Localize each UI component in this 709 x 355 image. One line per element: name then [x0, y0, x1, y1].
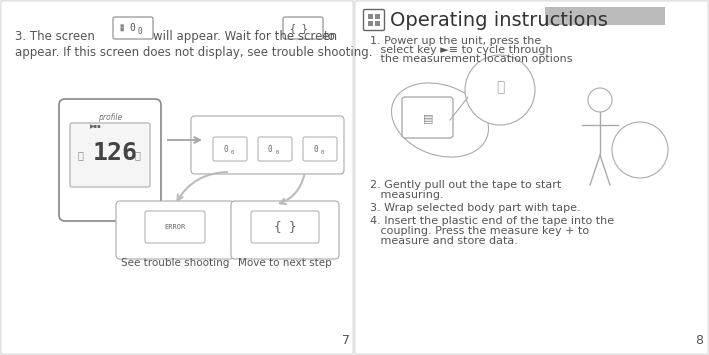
FancyBboxPatch shape — [402, 97, 453, 138]
Text: 0: 0 — [231, 149, 234, 154]
Bar — [375, 14, 380, 19]
Circle shape — [612, 122, 668, 178]
FancyBboxPatch shape — [1, 1, 353, 354]
Bar — [368, 21, 373, 26]
FancyBboxPatch shape — [258, 137, 292, 161]
Bar — [545, 7, 665, 25]
Text: 🚶: 🚶 — [78, 150, 84, 160]
FancyBboxPatch shape — [355, 1, 708, 354]
Text: profile: profile — [98, 113, 122, 121]
Text: coupling. Press the measure key + to: coupling. Press the measure key + to — [370, 226, 589, 236]
Text: 0: 0 — [223, 144, 228, 153]
FancyBboxPatch shape — [113, 17, 153, 39]
FancyBboxPatch shape — [303, 137, 337, 161]
FancyBboxPatch shape — [116, 201, 234, 259]
Text: Move to next step: Move to next step — [238, 258, 332, 268]
Text: 🚶: 🚶 — [135, 150, 141, 160]
Ellipse shape — [391, 83, 489, 157]
Text: 0: 0 — [129, 23, 135, 33]
FancyBboxPatch shape — [145, 211, 205, 243]
Text: 3. Wrap selected body part with tape.: 3. Wrap selected body part with tape. — [370, 203, 581, 213]
Text: measure and store data.: measure and store data. — [370, 236, 518, 246]
Text: 0: 0 — [268, 144, 273, 153]
Text: 3. The screen: 3. The screen — [15, 30, 95, 43]
FancyBboxPatch shape — [59, 99, 161, 221]
Bar — [375, 21, 380, 26]
FancyBboxPatch shape — [213, 137, 247, 161]
Circle shape — [465, 55, 535, 125]
Text: 🎗: 🎗 — [496, 80, 504, 94]
Text: measuring.: measuring. — [370, 190, 444, 200]
Text: the measurement location options: the measurement location options — [370, 54, 572, 64]
Text: appear. If this screen does not display, see trouble shooting.: appear. If this screen does not display,… — [15, 46, 372, 59]
Text: { }: { } — [290, 23, 308, 33]
Text: 🁢: 🁢 — [120, 24, 125, 32]
Circle shape — [588, 88, 612, 112]
FancyBboxPatch shape — [231, 201, 339, 259]
Text: 0: 0 — [313, 144, 318, 153]
Text: 126: 126 — [92, 141, 138, 165]
Text: 0: 0 — [321, 149, 324, 154]
Bar — [368, 14, 373, 19]
Text: 0: 0 — [276, 149, 279, 154]
Text: ERROR: ERROR — [164, 224, 186, 230]
FancyBboxPatch shape — [283, 17, 323, 39]
Text: 2. Gently pull out the tape to start: 2. Gently pull out the tape to start — [370, 180, 562, 190]
Text: ▤: ▤ — [423, 113, 433, 123]
FancyBboxPatch shape — [70, 123, 150, 187]
Text: 0: 0 — [138, 27, 143, 36]
FancyBboxPatch shape — [364, 10, 384, 31]
Text: will appear. Wait for the screen: will appear. Wait for the screen — [153, 30, 337, 43]
Text: See trouble shooting: See trouble shooting — [121, 258, 229, 268]
FancyBboxPatch shape — [251, 211, 319, 243]
Text: 7: 7 — [342, 334, 350, 347]
Text: to: to — [324, 30, 336, 43]
Text: Operating instructions: Operating instructions — [390, 11, 608, 30]
Text: 4. Insert the plastic end of the tape into the: 4. Insert the plastic end of the tape in… — [370, 216, 614, 226]
Text: ▶▪▪: ▶▪▪ — [90, 125, 102, 130]
Text: 8: 8 — [695, 334, 703, 347]
Text: 1. Power up the unit, press the: 1. Power up the unit, press the — [370, 36, 541, 46]
FancyBboxPatch shape — [191, 116, 344, 174]
Text: select key ►≡ to cycle through: select key ►≡ to cycle through — [370, 45, 552, 55]
Text: { }: { } — [274, 220, 296, 234]
